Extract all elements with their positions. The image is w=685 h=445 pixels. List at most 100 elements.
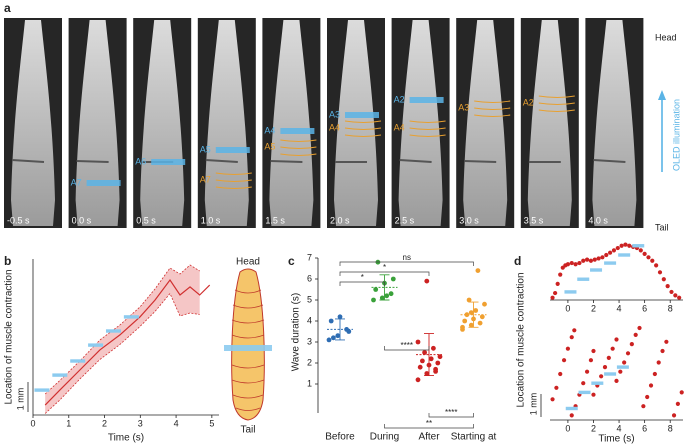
contraction-outline xyxy=(215,179,252,182)
illumination-dash xyxy=(52,373,68,377)
panel-label: d xyxy=(514,254,521,268)
stage-shadow xyxy=(76,160,109,163)
x-axis-label: Time (s) xyxy=(598,434,634,445)
larva-schematic xyxy=(224,268,272,421)
contraction-outline xyxy=(409,120,446,123)
data-point xyxy=(591,392,596,397)
x-tick-label: 0 xyxy=(565,303,570,313)
significance-label: * xyxy=(361,273,364,282)
band-edge xyxy=(44,292,200,414)
significance-bracket xyxy=(428,413,474,418)
illumination-dash xyxy=(105,329,121,333)
segment-label: A7 xyxy=(200,174,211,184)
larva xyxy=(269,20,314,226)
data-point xyxy=(550,295,555,300)
data-point xyxy=(591,348,596,354)
data-point xyxy=(679,390,684,395)
x-tick-label: 6 xyxy=(642,303,647,313)
scale-bar-label: 1 mm xyxy=(15,388,25,411)
significance-bracket xyxy=(339,271,430,276)
data-point xyxy=(596,256,601,261)
illumination-bar xyxy=(409,97,444,103)
data-point xyxy=(415,377,421,383)
segment-label: A7 xyxy=(71,177,82,187)
data-point xyxy=(569,260,574,266)
contraction-outline xyxy=(538,95,575,98)
contraction-outline xyxy=(280,146,317,149)
data-point xyxy=(641,404,646,409)
data-point xyxy=(424,371,430,376)
data-point xyxy=(610,346,615,351)
data-point xyxy=(558,272,563,277)
data-point xyxy=(673,293,678,298)
mean-line xyxy=(44,278,211,406)
data-point xyxy=(608,250,613,255)
larva-body xyxy=(231,268,265,421)
illumination-bar xyxy=(86,180,121,186)
y-tick-label: 1 xyxy=(307,378,312,388)
data-point xyxy=(431,345,436,351)
x-axis-label: Time (s) xyxy=(108,433,144,444)
data-point xyxy=(555,281,560,286)
data-point xyxy=(581,381,586,386)
x-tick-label: 2 xyxy=(102,418,107,428)
data-point xyxy=(379,295,385,301)
x-tick-label: 4 xyxy=(617,303,622,313)
data-point xyxy=(677,295,682,300)
significance-bracket xyxy=(339,261,474,266)
stage-shadow xyxy=(399,159,432,163)
x-tick-label: 0 xyxy=(565,423,570,433)
larva xyxy=(11,20,55,226)
data-point xyxy=(553,290,558,296)
x-tick-label: 1 xyxy=(66,418,71,428)
data-point xyxy=(645,394,650,400)
segment-label: A5 xyxy=(264,141,275,151)
data-point xyxy=(554,385,559,390)
data-point xyxy=(638,248,643,253)
data-point xyxy=(466,297,472,303)
contraction-outline xyxy=(344,120,382,123)
data-point xyxy=(584,369,590,374)
data-point xyxy=(565,262,571,267)
x-tick-label: 5 xyxy=(209,418,214,428)
sd-bar xyxy=(424,333,434,377)
panel-label: a xyxy=(4,1,11,15)
tail-label: Tail xyxy=(240,425,255,436)
data-point xyxy=(577,260,582,266)
data-point xyxy=(460,327,465,332)
data-point xyxy=(550,397,555,402)
x-tick-label: 4 xyxy=(617,423,622,433)
data-point xyxy=(473,308,479,313)
data-point xyxy=(654,263,659,268)
x-tick-label: During xyxy=(370,432,399,443)
data-point xyxy=(468,310,474,315)
illumination-dash xyxy=(578,390,591,395)
data-point xyxy=(346,329,352,334)
illumination-bar xyxy=(215,147,250,153)
segment-label: A4 xyxy=(394,122,405,132)
data-point xyxy=(664,339,669,344)
significance-label: * xyxy=(383,263,386,272)
illumination-bar xyxy=(280,128,315,134)
x-tick-label: 4 xyxy=(174,418,179,428)
illumination-dash xyxy=(577,277,590,281)
data-point xyxy=(435,360,441,366)
x-tick-label: Starting at xyxy=(451,432,497,443)
segment-label: A5 xyxy=(200,144,211,154)
contraction-outline xyxy=(474,100,511,103)
data-point xyxy=(606,355,611,360)
data-point xyxy=(652,371,657,377)
data-point xyxy=(415,339,421,345)
data-point xyxy=(561,358,567,363)
data-point xyxy=(424,278,430,284)
data-point xyxy=(600,255,605,260)
time-label: 1.5 s xyxy=(265,215,285,225)
data-point xyxy=(390,276,396,282)
y-axis-label: Wave duration (s) xyxy=(291,293,302,372)
time-label: 2.0 s xyxy=(330,215,350,225)
data-point xyxy=(588,358,594,363)
stage-shadow xyxy=(11,159,45,163)
data-point xyxy=(622,360,627,365)
data-point xyxy=(337,314,343,320)
y-axis-label: Location of muscle contraction xyxy=(516,272,527,407)
